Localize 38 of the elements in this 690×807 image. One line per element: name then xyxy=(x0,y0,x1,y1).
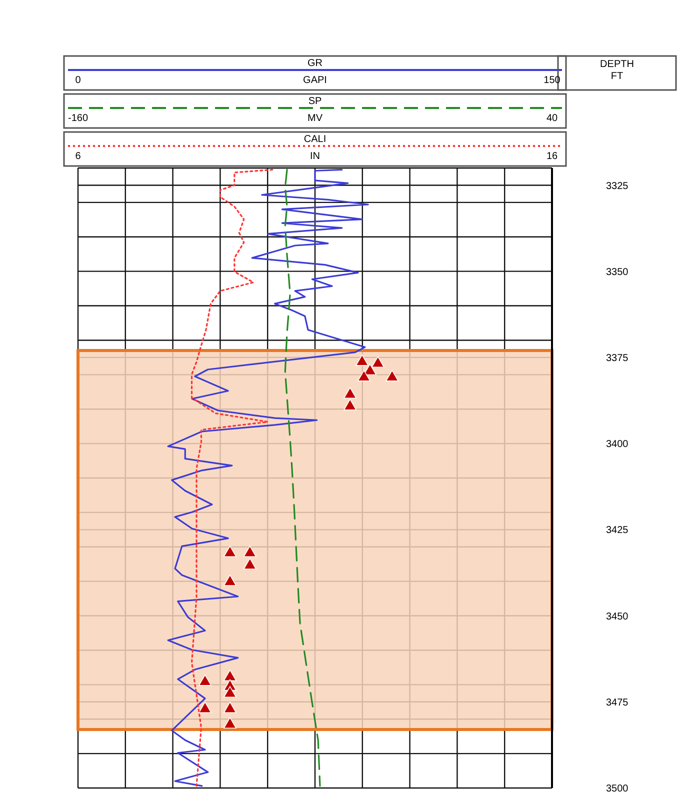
text: SP xyxy=(308,96,322,107)
x-axis-title: GAPI xyxy=(303,75,327,86)
point xyxy=(198,702,212,714)
point xyxy=(224,574,236,586)
point xyxy=(224,702,236,714)
x-tick-label: -160 xyxy=(68,113,88,124)
y-axis-title: DEPTH FT xyxy=(600,59,634,82)
point xyxy=(224,670,236,681)
x-tick-label: 6 xyxy=(75,151,82,162)
point xyxy=(364,364,376,376)
line-series xyxy=(167,168,369,787)
point xyxy=(224,686,236,698)
y-tick-label: 3400 xyxy=(606,439,629,450)
y-tick-label: 3375 xyxy=(606,352,629,364)
y-tick-label: 3500 xyxy=(606,784,629,795)
point xyxy=(344,387,357,399)
y-tick-label: 3475 xyxy=(606,697,629,708)
y-tick-label: 3325 xyxy=(606,180,629,192)
y-tick-label: 3350 xyxy=(606,266,629,278)
x-tick-label: 16 xyxy=(546,151,558,162)
text: CALI xyxy=(304,134,326,145)
x-axis-title: MV xyxy=(308,113,323,124)
y-tick-label: 3425 xyxy=(606,525,629,536)
text: GR xyxy=(308,58,322,69)
point xyxy=(358,370,370,382)
point xyxy=(224,546,236,557)
x-tick-label: 40 xyxy=(546,113,558,124)
point xyxy=(356,354,369,366)
point xyxy=(371,356,384,368)
x-tick-label: 0 xyxy=(75,75,82,86)
point xyxy=(224,717,236,729)
point xyxy=(198,674,212,686)
y-tick-label: 3450 xyxy=(606,611,629,622)
point xyxy=(344,398,357,410)
point xyxy=(243,558,256,570)
x-axis-title: IN xyxy=(310,151,320,162)
point xyxy=(386,370,399,382)
point xyxy=(243,546,256,557)
